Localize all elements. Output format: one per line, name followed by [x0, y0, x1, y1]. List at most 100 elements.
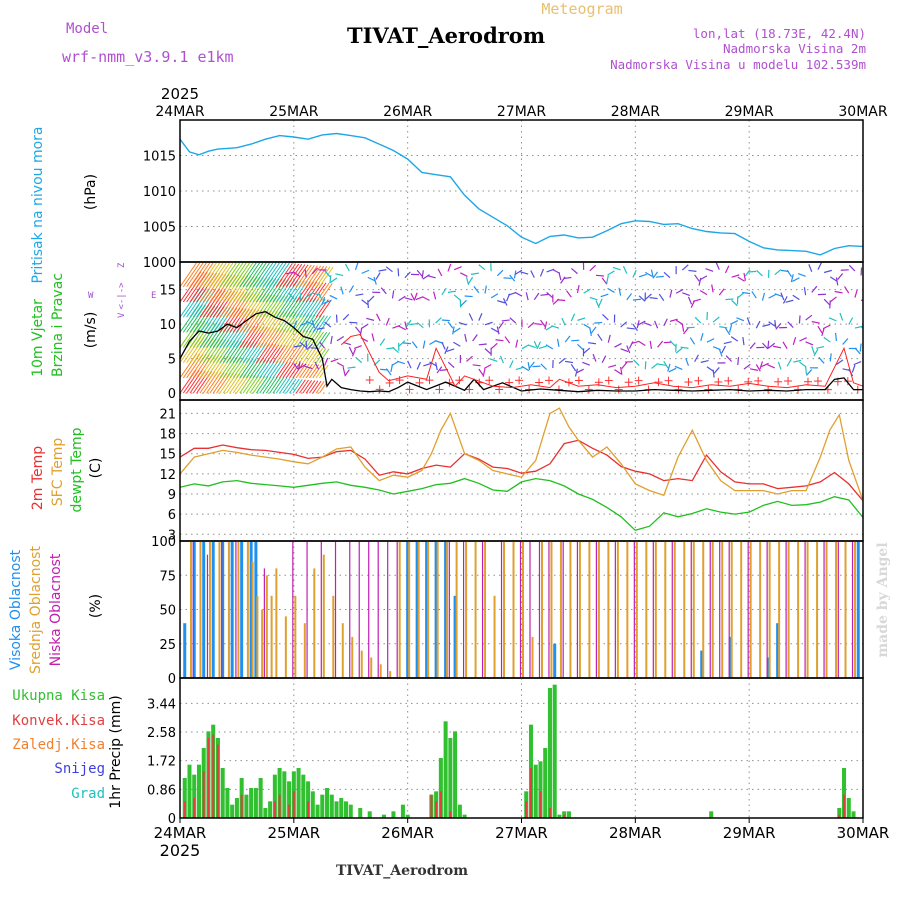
wind-arrow	[495, 339, 504, 342]
wind-arrow	[222, 262, 241, 288]
total-precip-bar	[325, 788, 330, 818]
conv-precip-bar	[240, 794, 243, 818]
wind-arrow	[402, 342, 412, 345]
conv-precip-bar	[212, 734, 215, 818]
total-precip-bar	[358, 808, 363, 818]
wind-arrow	[265, 262, 284, 288]
mid-cloud-bar	[522, 541, 524, 678]
low-cloud-bar	[368, 541, 370, 678]
total-precip-bar	[552, 684, 557, 818]
wind-arrow	[737, 357, 740, 366]
wind-arrow	[582, 361, 591, 366]
conv-precip-bar	[563, 814, 566, 818]
wind-arrow	[751, 291, 757, 299]
wind-arrow	[724, 327, 731, 336]
total-precip-bar	[310, 791, 315, 818]
wind-arrow	[302, 347, 314, 364]
wind-arrow	[180, 262, 198, 288]
low-cloud-bar	[576, 541, 579, 678]
wind-arrow	[681, 264, 689, 271]
wind-arrow	[699, 275, 708, 281]
mid-cloud-bar	[270, 595, 273, 678]
total-precip-bar	[296, 768, 301, 818]
conv-precip-bar	[439, 791, 442, 818]
lonlat-text: lon,lat (18.73E, 42.4N)	[693, 26, 866, 41]
wind-arrow	[818, 356, 825, 364]
wind-arrow	[860, 299, 863, 302]
wind-arrow	[391, 290, 395, 299]
wind-arrow	[441, 341, 446, 350]
wind-arrow	[859, 343, 862, 352]
top-time-axis: 24MAR 25MAR 26MAR 27MAR 28MAR 29MAR 30MAR	[155, 104, 887, 120]
wind-arrow	[302, 363, 313, 379]
wind-arrow	[798, 315, 801, 324]
wind-arrow	[289, 346, 302, 364]
wind-arrow	[637, 320, 646, 326]
wind-arrow	[583, 288, 591, 294]
wind-arrow	[539, 268, 545, 277]
wind-arrow	[558, 272, 562, 281]
wind-arrow	[680, 346, 689, 349]
tick-label: 10	[159, 318, 176, 333]
wind-arrow	[688, 269, 697, 272]
wind-arrow	[723, 341, 732, 345]
wind-arrow	[636, 320, 640, 329]
low-cloud-bar	[235, 541, 237, 678]
wind-arrow	[725, 298, 734, 301]
wind-arrow	[700, 359, 709, 363]
wind-arrow	[259, 262, 278, 288]
wind-arrow	[742, 291, 751, 295]
meteogram-label: Meteogram	[541, 0, 622, 18]
low-cloud-bar	[263, 568, 265, 678]
low-cloud-bar	[614, 541, 616, 678]
wind-arrow	[467, 276, 474, 285]
wind-arrow	[289, 362, 301, 379]
wind-arrow	[330, 335, 333, 345]
top-day-label: 28MAR	[611, 104, 660, 120]
mid-cloud-bar	[730, 541, 733, 678]
wind-arrow	[329, 294, 338, 300]
top-day-label: 30MAR	[838, 104, 887, 120]
wind-arrow	[583, 347, 591, 354]
sfc-temp-line	[180, 407, 863, 501]
mid-cloud-bar	[408, 541, 411, 678]
mid-cloud-bar	[351, 636, 354, 678]
wind-arrow	[252, 262, 271, 288]
total-precip-bar	[234, 798, 239, 818]
wind-arrow	[589, 264, 597, 272]
conv-precip-bar	[273, 801, 276, 818]
wind-arrow	[470, 272, 479, 275]
wind-arrow	[811, 346, 815, 355]
wind-arrow	[620, 348, 629, 353]
mid-cloud-bar	[692, 541, 695, 678]
wind-arrow	[311, 267, 319, 275]
wind-arrow	[319, 348, 330, 364]
wind-arrow	[413, 292, 418, 301]
wind-arrow	[371, 333, 375, 342]
wind-arrow	[504, 336, 511, 344]
total-precip-bar	[258, 778, 263, 818]
wind-arrow	[780, 292, 785, 301]
mid-cloud-bar	[787, 541, 790, 678]
wind-arrow	[854, 289, 858, 298]
high-cloud-bar	[553, 643, 557, 678]
model-elevation-text: Nadmorska Visina u modelu 102.539m	[610, 57, 866, 72]
wind-arrow	[545, 344, 554, 350]
wind-arrow	[242, 374, 256, 394]
low-cloud-bar	[462, 541, 465, 678]
wind-arrow	[285, 345, 299, 364]
conv-precip-bar	[548, 808, 551, 818]
wind-arrow	[289, 378, 300, 394]
precip-ylabel: 1hr Precip (mm)	[108, 695, 124, 808]
low-cloud-bar	[387, 541, 389, 678]
total-precip-bar	[187, 764, 192, 818]
mid-cloud-bar	[370, 657, 373, 678]
low-cloud-bar	[595, 541, 597, 678]
mid-cloud-bar	[616, 541, 619, 678]
wind-arrow	[731, 299, 738, 307]
high-cloud-bar	[728, 636, 732, 678]
wind-arrow	[724, 265, 730, 274]
wind-arrow	[774, 269, 782, 276]
wind-arrow	[842, 338, 849, 345]
wind-arrow	[315, 282, 330, 303]
